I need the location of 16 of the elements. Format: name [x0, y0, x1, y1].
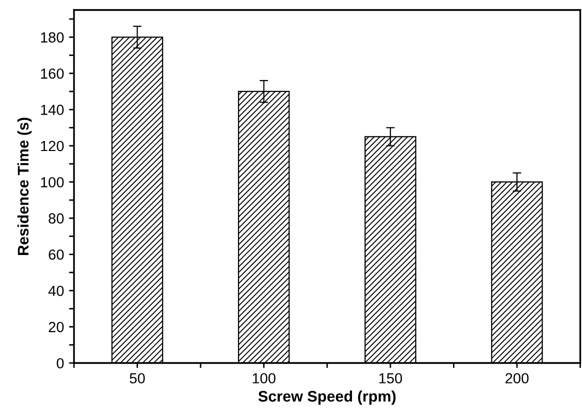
y-tick-label: 140 [41, 104, 64, 115]
y-tick-label: 80 [48, 213, 64, 224]
y-tick-label: 100 [41, 177, 64, 188]
y-tick-label: 160 [41, 68, 64, 79]
y-axis-title: Residence Time (s) [17, 118, 32, 255]
x-tick-label: 150 [379, 373, 402, 384]
x-axis-title: Screw Speed (rpm) [258, 390, 396, 405]
x-tick-label: 200 [506, 373, 529, 384]
y-tick-label: 40 [48, 286, 64, 296]
y-tick-label: 60 [48, 249, 64, 260]
x-tick-label: 100 [252, 373, 276, 384]
y-tick-label: 180 [41, 32, 64, 43]
y-tick-label: 120 [41, 140, 64, 152]
x-tick-label: 50 [130, 373, 145, 384]
y-tick-label: 20 [48, 322, 64, 332]
y-tick-label: 0 [56, 358, 64, 368]
